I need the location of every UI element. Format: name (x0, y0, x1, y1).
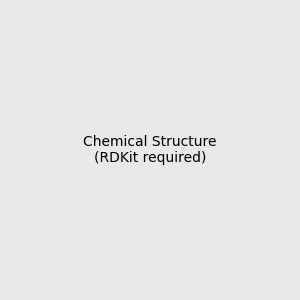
Text: Chemical Structure
(RDKit required): Chemical Structure (RDKit required) (83, 135, 217, 165)
